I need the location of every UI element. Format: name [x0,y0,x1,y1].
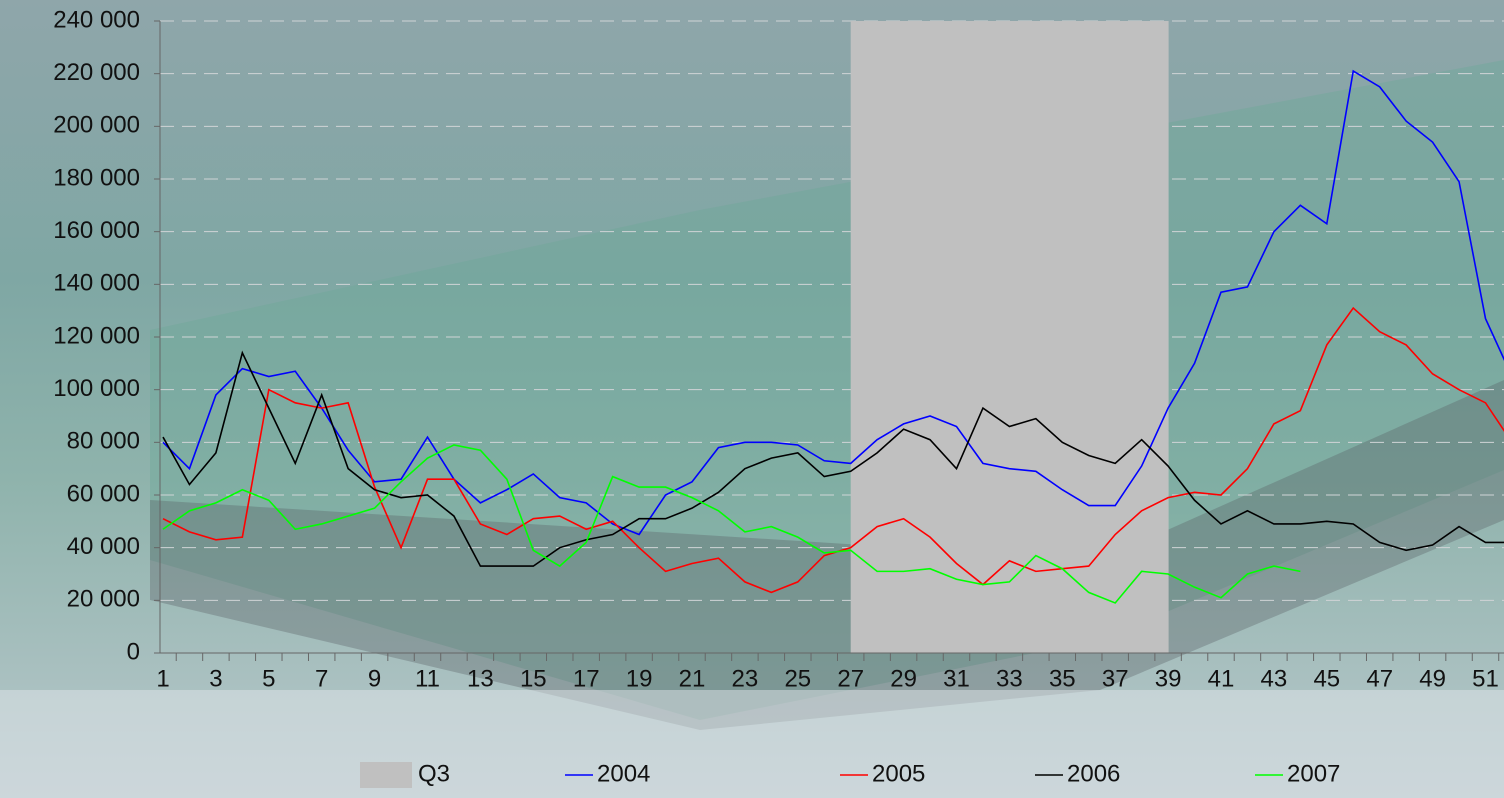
x-tick-label: 13 [467,665,494,692]
q3-band [1141,21,1169,653]
q3-band [956,21,984,653]
x-tick-label: 3 [209,665,222,692]
x-tick-label: 11 [415,665,440,692]
y-tick-label: 220 000 [53,59,140,86]
x-tick-label: 33 [996,665,1023,692]
y-tick-label: 0 [127,638,140,665]
legend-label: Q3 [418,760,450,787]
x-tick-label: 43 [1261,665,1288,692]
x-tick-label: 23 [732,665,759,692]
x-tick-label: 9 [368,665,381,692]
x-tick-label: 21 [679,665,706,692]
x-tick-label: 41 [1208,665,1235,692]
x-tick-label: 31 [943,665,970,692]
y-tick-label: 100 000 [53,375,140,402]
x-tick-label: 39 [1155,665,1182,692]
q3-band [1115,21,1143,653]
x-tick-label: 45 [1313,665,1340,692]
x-tick-label: 17 [573,665,600,692]
q3-band [850,21,878,653]
y-tick-label: 160 000 [53,217,140,244]
x-tick-label: 15 [520,665,547,692]
x-tick-label: 49 [1419,665,1446,692]
x-tick-label: 51 [1472,665,1499,692]
line-series [162,444,1301,604]
y-tick-label: 200 000 [53,112,140,139]
legend-label: 2004 [597,760,650,787]
q3-band [1035,21,1063,653]
y-tick-label: 20 000 [67,586,140,613]
x-tick-label: 19 [626,665,653,692]
x-tick-label: 37 [1102,665,1129,692]
q3-band [1062,21,1090,653]
y-tick-label: 40 000 [67,533,140,560]
y-tick-label: 240 000 [53,6,140,33]
q3-band [930,21,957,653]
legend-swatch [360,762,412,788]
wake [0,690,1504,798]
legend-label: 2006 [1067,760,1120,787]
x-tick-label: 25 [784,665,811,692]
y-tick-label: 60 000 [67,480,140,507]
y-tick-label: 140 000 [53,270,140,297]
x-tick-label: 7 [315,665,328,692]
y-tick-label: 80 000 [67,428,140,455]
q3-band [903,21,931,653]
y-tick-label: 180 000 [53,164,140,191]
line-series [162,69,1504,536]
x-tick-label: 27 [837,665,864,692]
x-tick-label: 47 [1366,665,1393,692]
legend-label: 2005 [872,760,925,787]
q3-band [877,21,905,653]
x-tick-label: 1 [156,665,169,692]
x-tick-label: 5 [262,665,275,692]
q3-band [1009,21,1037,653]
y-tick-label: 120 000 [53,322,140,349]
line-series [162,350,1504,567]
x-tick-label: 29 [890,665,917,692]
legend-label: 2007 [1287,760,1340,787]
x-tick-label: 35 [1049,665,1076,692]
q3-band [982,21,1010,653]
q3-band [1088,21,1116,653]
